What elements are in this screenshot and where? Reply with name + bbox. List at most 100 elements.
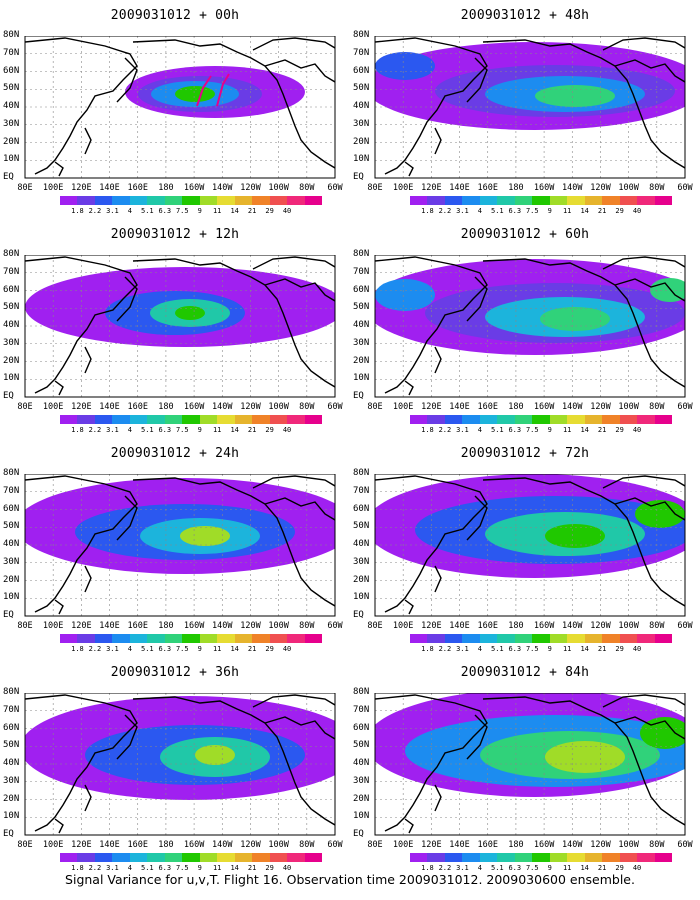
variance-contour (545, 741, 625, 773)
lat-tick-label: 40N (353, 539, 370, 549)
lon-tick-label: 160E (127, 840, 148, 850)
colorbar-label: 21 (247, 207, 257, 215)
lat-tick-label: 70N (353, 704, 370, 715)
colorbar-swatch (94, 415, 113, 424)
colorbar-swatch (60, 196, 78, 205)
lon-tick-label: 120W (240, 183, 261, 193)
colorbar-swatch (444, 196, 463, 205)
lon-tick-label: 80E (367, 402, 383, 412)
coastline (614, 278, 685, 302)
lat-tick-label: 40N (3, 101, 20, 111)
colorbar-label: 29 (265, 645, 274, 653)
map-plot (374, 693, 686, 836)
coastline (482, 39, 685, 169)
colorbar-swatch (479, 634, 498, 643)
lon-tick-label: 80W (649, 402, 665, 412)
coastline (252, 37, 335, 51)
coastline (614, 716, 685, 740)
colorbar-label: 14 (230, 645, 239, 653)
lon-tick-label: 120E (71, 621, 92, 631)
colorbar-swatch (252, 196, 270, 205)
coastline (84, 127, 92, 155)
lat-tick-label: 20N (3, 355, 20, 366)
colorbar-label: 11 (212, 864, 222, 872)
panel-title: 2009031012 + 36h (110, 665, 240, 680)
colorbar-label: 21 (247, 864, 257, 872)
colorbar-swatch (619, 853, 638, 862)
lat-tick-label: 80N (3, 687, 20, 697)
colorbar-swatch (549, 415, 568, 424)
colorbar-label: 9 (547, 426, 552, 434)
colorbar-swatch (497, 634, 515, 643)
coastline (375, 256, 488, 394)
coastline (25, 37, 138, 175)
colorbar-label: 14 (230, 864, 239, 872)
colorbar-swatch (602, 853, 620, 862)
lon-tick-label: 100E (392, 621, 414, 631)
colorbar-label: 3.1 (456, 426, 469, 434)
colorbar-label: 21 (597, 426, 607, 434)
colorbar-label: 1.8 (71, 645, 84, 653)
colorbar-label: 29 (615, 426, 624, 434)
colorbar-swatch (427, 853, 445, 862)
colorbar-label: 6.3 (158, 864, 172, 872)
colorbar-swatch (147, 853, 165, 862)
map-panel: 2009031012 + 84h 80N 70N 60N 50N 40N 30N 20N 10N… (353, 657, 695, 877)
colorbar-label: 11 (562, 864, 572, 872)
lon-tick-label: 100E (42, 183, 64, 193)
lon-tick-label: 100W (618, 840, 639, 850)
coastline (404, 380, 414, 396)
lat-tick-label: 20N (3, 136, 20, 147)
lon-tick-label: 120W (240, 402, 261, 412)
lat-tick-label: 20N (353, 574, 370, 585)
colorbar-swatch (654, 634, 673, 643)
lat-tick-label: 60N (353, 503, 370, 514)
colorbar-swatch (304, 634, 323, 643)
colorbar-swatch (654, 415, 673, 424)
lat-tick-label: 70N (3, 704, 20, 715)
colorbar-swatch (217, 853, 235, 862)
colorbar-label: 1.8 (421, 426, 434, 434)
lon-tick-label: 180 (508, 621, 524, 631)
colorbar-swatch (532, 853, 550, 862)
lon-tick-label: 160E (127, 621, 148, 631)
lat-tick-label: EQ (3, 172, 14, 182)
colorbar-swatch (60, 853, 78, 862)
colorbar-label: 3.1 (456, 207, 469, 215)
colorbar-swatch (304, 196, 323, 205)
map-panel: 2009031012 + 72h 80N 70N 60N 50N 40N 30N 20N 10N… (353, 438, 695, 658)
coastline (614, 497, 685, 521)
colorbar-swatch (269, 196, 288, 205)
panel-title: 2009031012 + 60h (460, 227, 590, 242)
colorbar-label: 21 (597, 207, 607, 215)
lat-tick-label: EQ (353, 610, 364, 620)
lat-tick-label: 60N (353, 722, 370, 733)
map-frame (24, 255, 336, 398)
coastline (602, 694, 685, 708)
colorbar-label: 2.2 (88, 645, 102, 653)
colorbar-swatch (217, 196, 235, 205)
colorbar-swatch (427, 634, 445, 643)
colorbar-swatch (462, 853, 480, 862)
colorbar (410, 853, 673, 862)
lat-tick-label: 50N (353, 302, 370, 313)
map-panel: 2009031012 + 24h 80N 70N 60N 50N 40N 30N 20N 10N… (3, 438, 345, 658)
colorbar-swatch (619, 415, 638, 424)
colorbar-label: 14 (580, 207, 589, 215)
colorbar-label: 40 (632, 864, 642, 872)
colorbar-swatch (567, 853, 585, 862)
colorbar-label: 5.1 (491, 864, 504, 872)
colorbar-label: 21 (597, 645, 607, 653)
coastline (375, 475, 488, 613)
colorbar-label: 9 (547, 864, 552, 872)
map-panel: 2009031012 + 12h 80N 70N 60N 50N 40N 30N 20N 10N… (3, 219, 345, 439)
colorbar-swatch (199, 415, 218, 424)
colorbar-swatch (287, 634, 305, 643)
lat-tick-label: 30N (3, 118, 20, 129)
colorbar-swatch (217, 634, 235, 643)
lat-tick-label: 20N (353, 355, 370, 366)
coastline (54, 818, 64, 834)
coastline (132, 39, 335, 169)
lon-tick-label: 80E (17, 621, 33, 631)
colorbar-label: 9 (197, 645, 202, 653)
